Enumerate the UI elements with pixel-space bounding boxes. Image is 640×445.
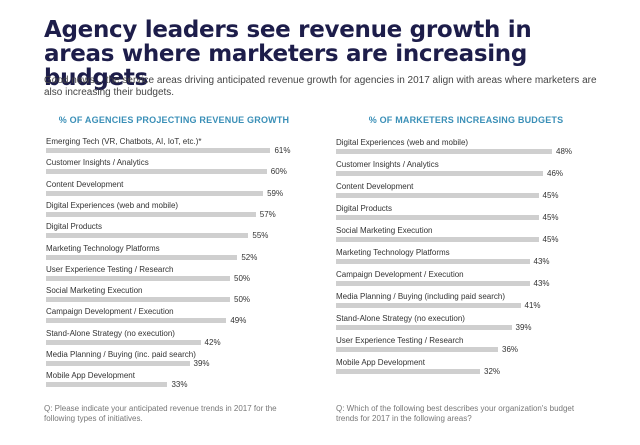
budget-increase-category-label: Media Planning / Buying (including paid … <box>336 292 505 301</box>
budget-increase-value-label: 45% <box>542 235 559 244</box>
revenue-growth-category-label: Digital Products <box>46 222 103 232</box>
revenue-growth-category-label: Campaign Development / Execution <box>46 307 174 317</box>
budget-increase-value-label: 32% <box>484 367 501 376</box>
budget-increase-bar <box>336 237 539 242</box>
budget-increase-value-label: 48% <box>556 147 573 156</box>
budget-increase-category-label: Campaign Development / Execution <box>336 270 464 279</box>
revenue-growth-bar <box>46 297 230 303</box>
budget-increase-bar <box>336 259 530 264</box>
revenue-growth-bar <box>46 169 267 175</box>
revenue-growth-bar <box>46 233 249 239</box>
revenue-growth-value-label: 50% <box>234 295 251 305</box>
budget-increase-bar <box>336 369 480 374</box>
revenue-growth-bar <box>46 339 201 345</box>
revenue-growth-value-label: 33% <box>171 380 188 390</box>
revenue-growth-bar <box>46 382 168 388</box>
revenue-growth-category-label: Content Development <box>46 179 124 189</box>
budget-increase-value-label: 45% <box>542 213 559 222</box>
budget-increase-value-label: 43% <box>533 257 550 266</box>
budget-increase-category-label: Stand-Alone Strategy (no execution) <box>336 314 465 323</box>
budget-increase-bar <box>336 325 512 330</box>
revenue-growth-value-label: 42% <box>204 337 221 347</box>
revenue-growth-category-label: Social Marketing Execution <box>46 286 143 296</box>
right-chart-header: % OF MARKETERS INCREASING BUDGETS <box>368 115 564 125</box>
revenue-growth-value-label: 55% <box>252 231 269 241</box>
budget-increase-category-label: User Experience Testing / Research <box>336 336 464 345</box>
budget-increase-bar <box>336 149 552 154</box>
revenue-growth-category-label: Digital Experiences (web and mobile) <box>46 200 179 210</box>
budget-increase-bar <box>336 303 521 308</box>
budget-increase-category-label: Digital Experiences (web and mobile) <box>336 138 469 147</box>
budget-increase-value-label: 45% <box>542 191 559 200</box>
revenue-growth-value-label: 61% <box>274 146 291 155</box>
budget-increase-bar <box>336 193 539 198</box>
revenue-growth-bar <box>46 318 227 324</box>
revenue-growth-category-label: Emerging Tech (VR, Chatbots, AI, IoT, et… <box>46 137 202 146</box>
budget-increase-bar <box>336 215 539 220</box>
page-subtitle: Good news... the service areas driving a… <box>44 75 597 98</box>
budget-increase-category-label: Digital Products <box>336 204 393 213</box>
left-chart-header: % OF AGENCIES PROJECTING REVENUE GROWTH <box>58 115 290 125</box>
budget-increase-category-label: Mobile App Development <box>336 358 425 367</box>
budget-increase-value-label: 39% <box>515 323 532 332</box>
budget-increase-category-label: Content Development <box>336 182 414 191</box>
budget-increase-category-label: Social Marketing Execution <box>336 226 433 235</box>
revenue-growth-bar <box>46 275 230 281</box>
budget-increase-category-label: Customer Insights / Analytics <box>336 160 439 169</box>
budget-increase-bar <box>336 171 543 176</box>
revenue-growth-value-label: 57% <box>259 209 276 219</box>
revenue-growth-value-label: 52% <box>241 252 258 262</box>
revenue-growth-value-label: 60% <box>270 167 287 177</box>
revenue-growth-value-label: 59% <box>267 188 284 198</box>
budget-increase-value-label: 43% <box>533 279 550 288</box>
revenue-growth-category-label: Stand-Alone Strategy (no execution) <box>46 328 175 338</box>
budget-increase-category-label: Marketing Technology Platforms <box>336 248 450 257</box>
revenue-growth-bar <box>46 148 271 153</box>
budget-increase-bar <box>336 347 498 352</box>
budget-increase-value-label: 41% <box>524 301 541 310</box>
revenue-growth-category-label: Mobile App Development <box>46 371 135 381</box>
revenue-growth-value-label: 50% <box>234 273 251 283</box>
revenue-growth-bar <box>46 361 190 366</box>
right-chart-question: Q: Which of the following best describes… <box>336 404 575 423</box>
revenue-growth-category-label: Media Planning / Buying (inc. paid searc… <box>46 350 196 359</box>
revenue-growth-bar <box>46 211 256 217</box>
revenue-growth-category-label: Customer Insights / Analytics <box>46 158 149 168</box>
revenue-growth-bar <box>46 254 238 260</box>
budget-increase-bar <box>336 281 530 286</box>
revenue-growth-value-label: 39% <box>193 359 210 368</box>
revenue-growth-category-label: Marketing Technology Platforms <box>46 243 160 253</box>
budget-increase-value-label: 36% <box>502 345 519 354</box>
revenue-growth-bar <box>46 190 264 196</box>
revenue-growth-category-label: User Experience Testing / Research <box>46 264 174 274</box>
page-title: Agency leaders see revenue growth in are… <box>44 17 532 91</box>
budget-increase-value-label: 46% <box>547 169 564 178</box>
left-chart-question: Q: Please indicate your anticipated reve… <box>44 404 277 423</box>
revenue-growth-value-label: 49% <box>230 316 247 326</box>
